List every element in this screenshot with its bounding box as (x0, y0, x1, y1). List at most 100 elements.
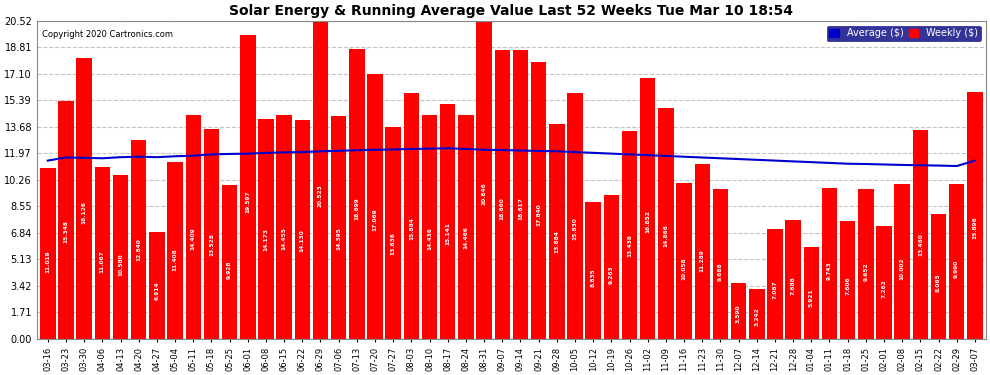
Text: 13.884: 13.884 (554, 231, 559, 254)
Bar (113, 175, 129, 339)
Text: 12.840: 12.840 (137, 238, 142, 261)
Bar (222, 185, 238, 339)
Bar (422, 115, 438, 339)
Text: 20.846: 20.846 (481, 182, 487, 205)
Bar (658, 108, 673, 339)
Bar (276, 115, 292, 339)
Text: 17.840: 17.840 (537, 203, 542, 226)
Bar (640, 78, 655, 339)
Bar (40, 168, 55, 339)
Legend: Average ($), Weekly ($): Average ($), Weekly ($) (827, 26, 981, 41)
Text: 9.743: 9.743 (827, 262, 832, 280)
Bar (876, 226, 892, 339)
Bar (349, 49, 364, 339)
Text: 7.688: 7.688 (791, 276, 796, 295)
Bar (131, 140, 147, 339)
Bar (767, 229, 783, 339)
Text: 10.058: 10.058 (681, 258, 687, 280)
Text: 13.636: 13.636 (391, 232, 396, 255)
Text: 10.002: 10.002 (900, 258, 905, 280)
Bar (931, 214, 946, 339)
Bar (913, 130, 928, 339)
Text: 11.067: 11.067 (100, 251, 105, 273)
Text: 3.590: 3.590 (737, 304, 742, 323)
Text: Copyright 2020 Cartronics.com: Copyright 2020 Cartronics.com (42, 30, 172, 39)
Text: 18.660: 18.660 (500, 197, 505, 220)
Bar (458, 115, 473, 339)
Bar (495, 50, 510, 339)
Bar (949, 184, 964, 339)
Bar (204, 129, 219, 339)
Text: 20.523: 20.523 (318, 184, 323, 207)
Text: 18.617: 18.617 (518, 198, 523, 220)
Bar (840, 221, 855, 339)
Text: 13.528: 13.528 (209, 233, 214, 256)
Bar (240, 35, 255, 339)
Bar (604, 195, 619, 339)
Bar (695, 164, 710, 339)
Text: 7.606: 7.606 (845, 276, 850, 295)
Text: 15.830: 15.830 (572, 217, 577, 240)
Text: 13.438: 13.438 (627, 234, 632, 256)
Text: 9.928: 9.928 (227, 260, 232, 279)
Bar (295, 120, 310, 339)
Bar (440, 104, 455, 339)
Text: 18.699: 18.699 (354, 197, 359, 220)
Text: 14.130: 14.130 (300, 229, 305, 252)
Text: 14.436: 14.436 (427, 227, 432, 250)
Text: 9.652: 9.652 (863, 262, 868, 281)
Text: 8.065: 8.065 (937, 273, 941, 292)
Bar (549, 124, 564, 339)
Text: 15.896: 15.896 (972, 217, 977, 239)
Text: 9.688: 9.688 (718, 262, 723, 280)
Bar (513, 50, 529, 339)
Bar (622, 130, 638, 339)
Text: 14.866: 14.866 (663, 224, 668, 247)
Text: 14.173: 14.173 (263, 229, 268, 252)
Bar (567, 93, 583, 339)
Bar (585, 202, 601, 339)
Bar (58, 101, 73, 339)
Text: 9.263: 9.263 (609, 265, 614, 284)
Text: 10.580: 10.580 (118, 254, 123, 276)
Bar (185, 116, 201, 339)
Bar (76, 58, 92, 339)
Bar (804, 247, 819, 339)
Text: 9.990: 9.990 (954, 260, 959, 278)
Bar (967, 92, 983, 339)
Bar (822, 188, 838, 339)
Text: 15.348: 15.348 (63, 220, 68, 243)
Bar (858, 189, 873, 339)
Bar (531, 62, 546, 339)
Bar (258, 119, 273, 339)
Title: Solar Energy & Running Average Value Last 52 Weeks Tue Mar 10 18:54: Solar Energy & Running Average Value Las… (230, 4, 793, 18)
Text: 11.408: 11.408 (172, 248, 177, 271)
Text: 8.835: 8.835 (591, 268, 596, 286)
Text: 5.921: 5.921 (809, 288, 814, 307)
Text: 3.242: 3.242 (754, 307, 759, 326)
Bar (404, 93, 419, 339)
Bar (385, 128, 401, 339)
Text: 18.126: 18.126 (81, 201, 87, 224)
Text: 16.852: 16.852 (645, 210, 650, 233)
Text: 7.262: 7.262 (881, 279, 886, 298)
Bar (367, 74, 383, 339)
Text: 17.069: 17.069 (372, 209, 377, 231)
Bar (676, 183, 692, 339)
Bar (476, 16, 492, 339)
Text: 11.289: 11.289 (700, 249, 705, 272)
Bar (149, 232, 164, 339)
Text: 7.087: 7.087 (772, 280, 777, 299)
Text: 14.466: 14.466 (463, 226, 468, 249)
Bar (167, 162, 183, 339)
Bar (95, 167, 110, 339)
Bar (713, 189, 729, 339)
Bar (749, 289, 764, 339)
Bar (895, 184, 910, 339)
Text: 19.597: 19.597 (246, 191, 250, 213)
Text: 14.395: 14.395 (337, 227, 342, 250)
Text: 13.460: 13.460 (918, 234, 923, 256)
Text: 14.455: 14.455 (281, 226, 287, 249)
Bar (331, 116, 346, 339)
Bar (785, 220, 801, 339)
